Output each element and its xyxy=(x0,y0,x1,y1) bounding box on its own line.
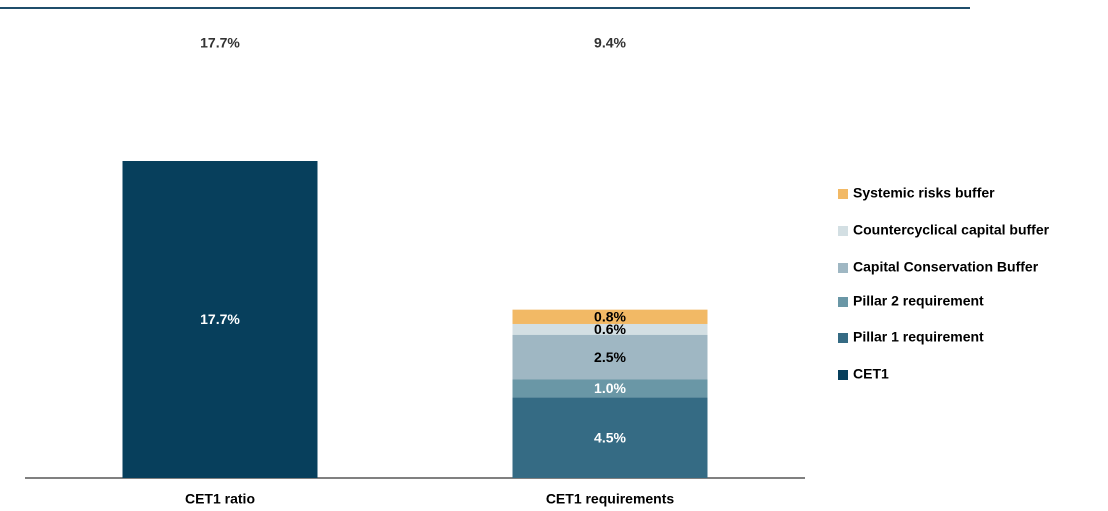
legend-label: Pillar 1 requirement xyxy=(853,329,984,345)
bar-segment xyxy=(512,397,708,478)
legend-label: Systemic risks buffer xyxy=(853,185,995,201)
legend-swatch xyxy=(838,297,848,307)
bar-segment xyxy=(122,161,318,478)
legend-swatch xyxy=(838,263,848,273)
legend-label: CET1 xyxy=(853,366,889,382)
x-tick-label: CET1 ratio xyxy=(185,491,255,507)
legend-label: Pillar 2 requirement xyxy=(853,293,984,309)
total-label: 9.4% xyxy=(594,35,626,51)
legend-swatch xyxy=(838,226,848,236)
value-label: 2.5% xyxy=(594,349,626,365)
value-label: 4.5% xyxy=(594,429,626,445)
legend-label: Capital Conservation Buffer xyxy=(853,259,1039,275)
value-label: 1.0% xyxy=(594,380,626,396)
legend-swatch xyxy=(838,370,848,380)
legend-label: Countercyclical capital buffer xyxy=(853,222,1050,238)
bar-segment xyxy=(512,379,708,398)
legend-swatch xyxy=(838,189,848,199)
value-label: 0.8% xyxy=(594,309,626,325)
x-tick-label: CET1 requirements xyxy=(546,491,675,507)
bar-segment xyxy=(512,334,708,380)
value-label: 0.6% xyxy=(594,321,626,337)
value-label: 17.7% xyxy=(200,311,240,327)
bar-segment xyxy=(512,323,708,335)
total-label: 17.7% xyxy=(200,35,240,51)
bar-segment xyxy=(512,309,708,324)
legend-swatch xyxy=(838,333,848,343)
